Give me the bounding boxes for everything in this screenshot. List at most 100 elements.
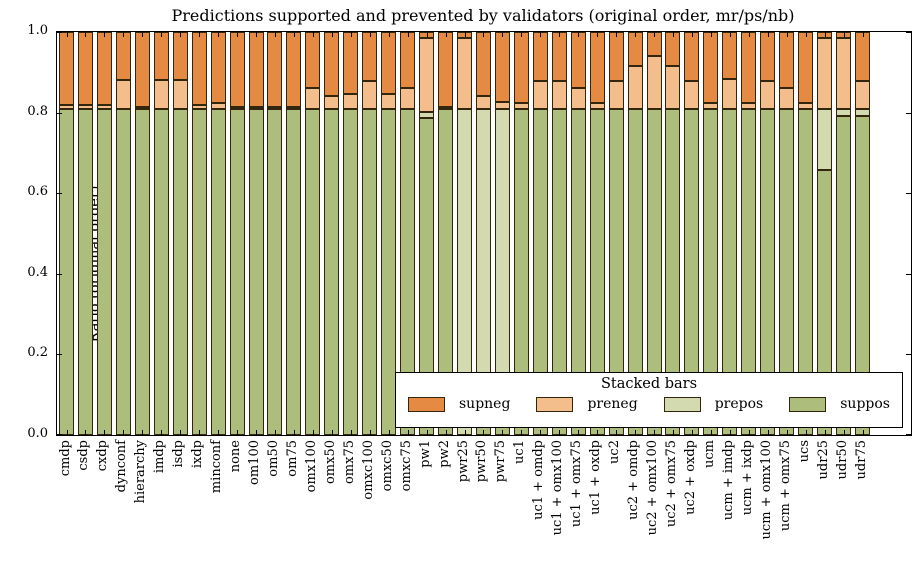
bar	[286, 32, 302, 435]
x-axis-tick-bottom	[824, 430, 826, 435]
bar	[855, 32, 871, 435]
bar-segment-suppos	[59, 108, 74, 435]
bar-segment-supneg	[324, 32, 340, 97]
x-axis-tick-top	[426, 32, 428, 37]
bar-segment-suppos	[267, 108, 283, 435]
bar-segment-preneg	[134, 106, 150, 109]
bar-segment-preneg	[324, 96, 340, 109]
bar-segment-preneg	[779, 87, 795, 109]
x-axis-tick-bottom	[388, 430, 390, 435]
x-axis-tick-bottom	[559, 430, 561, 435]
x-axis-tick-bottom	[350, 430, 352, 435]
bar-segment-suppos	[172, 108, 188, 435]
x-tick-label: udr25	[815, 440, 831, 480]
bar-segment-preneg	[798, 102, 814, 109]
x-axis-tick-bottom	[180, 430, 182, 435]
bar	[248, 32, 264, 435]
bar-segment-preneg	[494, 101, 510, 109]
x-axis-tick-top	[237, 32, 239, 37]
bar	[362, 32, 378, 435]
bar-segment-supneg	[248, 32, 264, 107]
bar	[779, 32, 795, 435]
legend-title: Stacked bars	[600, 376, 698, 392]
x-axis-tick-top	[559, 32, 561, 37]
x-axis-tick-bottom	[578, 430, 580, 435]
x-tick-label: udr75	[853, 440, 869, 480]
bar-segment-supneg	[362, 32, 378, 82]
y-axis-tick-right	[906, 354, 911, 356]
bar-segment-supneg	[494, 32, 510, 102]
y-tick-label: 0.8	[27, 103, 48, 119]
bar-segment-supneg	[741, 32, 757, 103]
x-axis-tick-top	[597, 32, 599, 37]
bar	[589, 32, 605, 435]
legend-entries: supneg preneg prepos suppos	[396, 392, 902, 412]
x-axis-tick-bottom	[654, 430, 656, 435]
y-tick-label: 0.2	[27, 345, 48, 361]
x-tick-label: uc2 + oxdp	[682, 440, 698, 515]
bar-segment-preneg	[646, 55, 662, 109]
bar-segment-preneg	[532, 81, 548, 109]
x-tick-label: pw1	[417, 440, 433, 468]
bar-segment-preneg	[589, 102, 605, 109]
bar	[400, 32, 416, 435]
bar-segment-suppos	[248, 108, 264, 435]
bar-segment-suppos	[134, 108, 150, 435]
x-axis-tick-top	[767, 32, 769, 37]
x-tick-label: none	[228, 440, 244, 473]
y-tick-label: 1.0	[27, 23, 48, 38]
bar-segment-preneg	[513, 102, 529, 109]
x-axis-tick-bottom	[331, 430, 333, 435]
x-axis-tick-top	[85, 32, 87, 37]
bar-segment-supneg	[267, 32, 283, 107]
bar-segment-prepos	[855, 109, 871, 116]
x-axis-tick-bottom	[293, 430, 295, 435]
bar-segment-suppos	[96, 108, 112, 435]
bar-segment-supneg	[798, 32, 814, 103]
bar-segment-suppos	[381, 108, 397, 435]
bar-segment-supneg	[532, 32, 548, 82]
bar-segment-suppos	[210, 108, 226, 435]
bar-segment-preneg	[703, 102, 719, 109]
x-tick-label: dynconf	[114, 440, 130, 493]
bar-segment-supneg	[855, 32, 871, 82]
bar-segment-supneg	[589, 32, 605, 103]
bar-segment-supneg	[229, 32, 245, 107]
bar-segment-supneg	[153, 32, 169, 81]
x-tick-label: pwr50	[474, 440, 490, 483]
bar-segment-supneg	[77, 32, 93, 105]
x-tick-label: hierarchy	[133, 440, 149, 504]
x-axis-tick-bottom	[426, 430, 428, 435]
bar-segment-preneg	[267, 106, 283, 109]
x-axis-tick-bottom	[502, 430, 504, 435]
bar	[324, 32, 340, 435]
bar	[551, 32, 567, 435]
x-axis-tick-top	[805, 32, 807, 37]
bar	[59, 32, 74, 435]
x-axis-tick-bottom	[597, 430, 599, 435]
x-axis-tick-bottom	[312, 430, 314, 435]
bar-segment-preneg	[817, 38, 833, 110]
bar-segment-suppos	[229, 108, 245, 435]
y-tick-label: 0.6	[27, 184, 48, 200]
x-axis-tick-bottom	[218, 430, 220, 435]
y-axis-tick-left	[57, 112, 62, 114]
x-axis-tick-top	[710, 32, 712, 37]
bar-segment-supneg	[115, 32, 131, 81]
x-axis-tick-top	[786, 32, 788, 37]
bar	[665, 32, 681, 435]
bar	[343, 32, 359, 435]
bar-segment-prepos	[419, 111, 435, 118]
bar	[153, 32, 169, 435]
y-tick-label: 0.0	[27, 426, 48, 441]
bar-segment-preneg	[210, 102, 226, 109]
bar	[513, 32, 529, 435]
bar-segment-supneg	[438, 32, 454, 107]
x-axis-tick-bottom	[85, 430, 87, 435]
bar	[134, 32, 150, 435]
bar	[419, 32, 435, 435]
y-axis-tick-right	[906, 112, 911, 114]
y-axis-tick-left	[57, 273, 62, 275]
x-axis-tick-bottom	[635, 430, 637, 435]
